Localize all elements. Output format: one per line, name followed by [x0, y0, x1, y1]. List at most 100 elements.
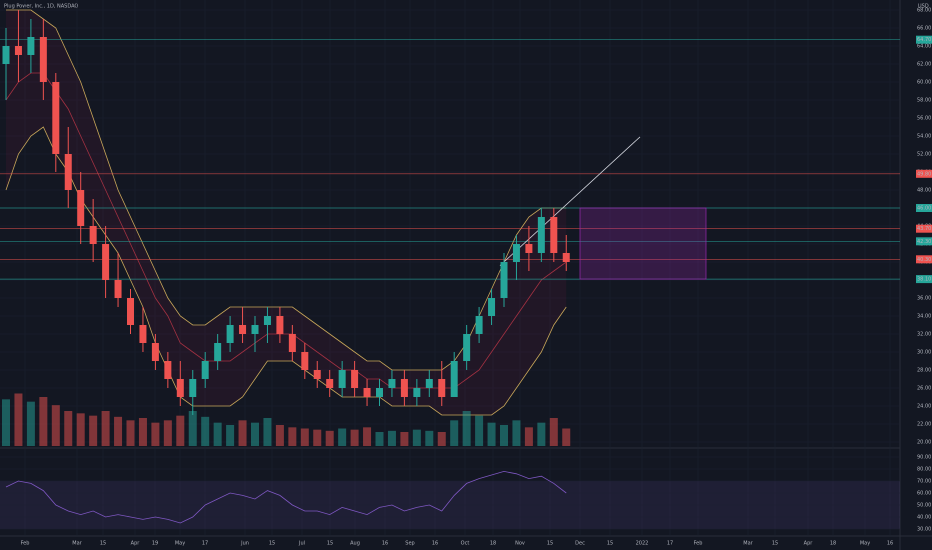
x-tick-label: 15	[607, 541, 613, 547]
volume-bar	[500, 425, 508, 446]
volume-bar	[425, 430, 434, 446]
y-tick-label: 32.00	[917, 332, 931, 338]
volume-bar	[350, 429, 359, 446]
candle-body	[537, 217, 545, 253]
price-level-badge	[916, 224, 932, 233]
x-tick-label: Sep	[405, 541, 414, 547]
y-tick-label: 52.00	[917, 152, 931, 158]
candle-body	[463, 334, 471, 361]
x-tick-label: Mar	[743, 541, 753, 547]
candle-body	[239, 325, 247, 334]
rsi-tick-label: 60.00	[917, 491, 931, 497]
x-tick-label: Aug	[350, 541, 360, 547]
candle-body	[500, 262, 508, 298]
y-tick-label: 56.00	[917, 116, 931, 122]
y-tick-label: 34.00	[917, 314, 931, 320]
volume-bar	[26, 401, 35, 446]
volume-bar	[64, 411, 73, 446]
candle-body	[189, 379, 197, 397]
candle-body	[525, 244, 533, 253]
candle-body	[363, 388, 371, 397]
price-level-label: 38.10	[917, 277, 931, 283]
volume-bar	[338, 428, 347, 446]
candle-body	[102, 244, 110, 280]
volume-bar	[288, 427, 297, 446]
volume-bar	[263, 418, 272, 446]
candle-body	[14, 46, 22, 55]
candle-body	[301, 352, 309, 370]
y-tick-label: 54.00	[917, 134, 931, 140]
trend-line	[499, 136, 641, 266]
volume-bar	[412, 429, 421, 446]
volume-bar	[76, 413, 85, 446]
volume-bar	[387, 430, 396, 446]
candle-body	[164, 361, 172, 379]
candle-body	[77, 190, 85, 226]
candle-body	[413, 388, 421, 397]
candle-body	[64, 154, 72, 190]
candle-body	[475, 316, 483, 334]
x-tick-label: 2022	[636, 541, 649, 547]
volume-bar	[275, 425, 284, 446]
candle-body	[425, 379, 433, 388]
candle-body	[201, 361, 209, 379]
volume-bar	[114, 416, 123, 446]
candle-body	[438, 379, 446, 397]
x-tick-label: 18	[490, 541, 496, 547]
candle-body	[89, 226, 97, 244]
candle-body	[176, 379, 184, 397]
candle-body	[450, 361, 458, 397]
candle-body	[226, 325, 234, 343]
price-level-label: 43.70	[917, 226, 931, 232]
x-tick-label: Feb	[21, 541, 30, 547]
volume-bar	[238, 420, 247, 446]
x-tick-label: 16	[887, 541, 893, 547]
volume-bar	[213, 422, 222, 446]
price-level-label: 49.80	[917, 171, 931, 177]
x-tick-label: 18	[830, 541, 836, 547]
volume-bar	[226, 425, 235, 446]
x-tick-label: 19	[152, 541, 158, 547]
x-tick-label: Jun	[240, 541, 249, 547]
volume-bar	[138, 418, 147, 446]
candle-body	[251, 325, 259, 334]
candle-body	[263, 316, 271, 325]
volume-bar	[188, 411, 197, 446]
rsi-tick-label: 80.00	[917, 467, 931, 473]
volume-bar	[151, 422, 160, 446]
volume-bar	[462, 411, 471, 446]
x-tick-label: Oct	[461, 541, 470, 547]
rsi-tick-label: 90.00	[917, 455, 931, 461]
price-level-badge	[916, 35, 932, 44]
x-tick-label: Feb	[694, 541, 703, 547]
candle-body	[313, 370, 321, 379]
x-tick-label: 15	[100, 541, 106, 547]
x-tick-label: May	[860, 541, 870, 547]
volume-bar	[487, 422, 496, 446]
candle-body	[562, 253, 570, 262]
y-tick-label: 60.00	[917, 80, 931, 86]
candle-body	[351, 370, 359, 388]
x-tick-label: 15	[269, 541, 275, 547]
y-tick-label: 28.00	[917, 368, 931, 374]
x-tick-label: 16	[382, 541, 388, 547]
candle-body	[338, 370, 346, 388]
volume-bar	[325, 430, 334, 446]
rsi-line	[5, 470, 567, 524]
y-tick-label: 68.00	[917, 8, 931, 14]
volume-bar	[450, 420, 459, 446]
volume-bar	[375, 432, 384, 446]
candle-body	[151, 343, 159, 361]
candle-body	[326, 379, 334, 388]
y-tick-label: 62.00	[917, 62, 931, 68]
upper-band	[6, 9, 567, 371]
y-tick-label: 64.00	[917, 44, 931, 50]
chart-title: Plug Power, Inc., 1D, NASDAQ	[4, 4, 78, 10]
rsi-tick-label: 30.00	[917, 527, 931, 533]
volume-bar	[101, 411, 110, 446]
lower-band	[5, 126, 567, 416]
candle-body	[488, 298, 496, 316]
candle-body	[376, 388, 383, 397]
